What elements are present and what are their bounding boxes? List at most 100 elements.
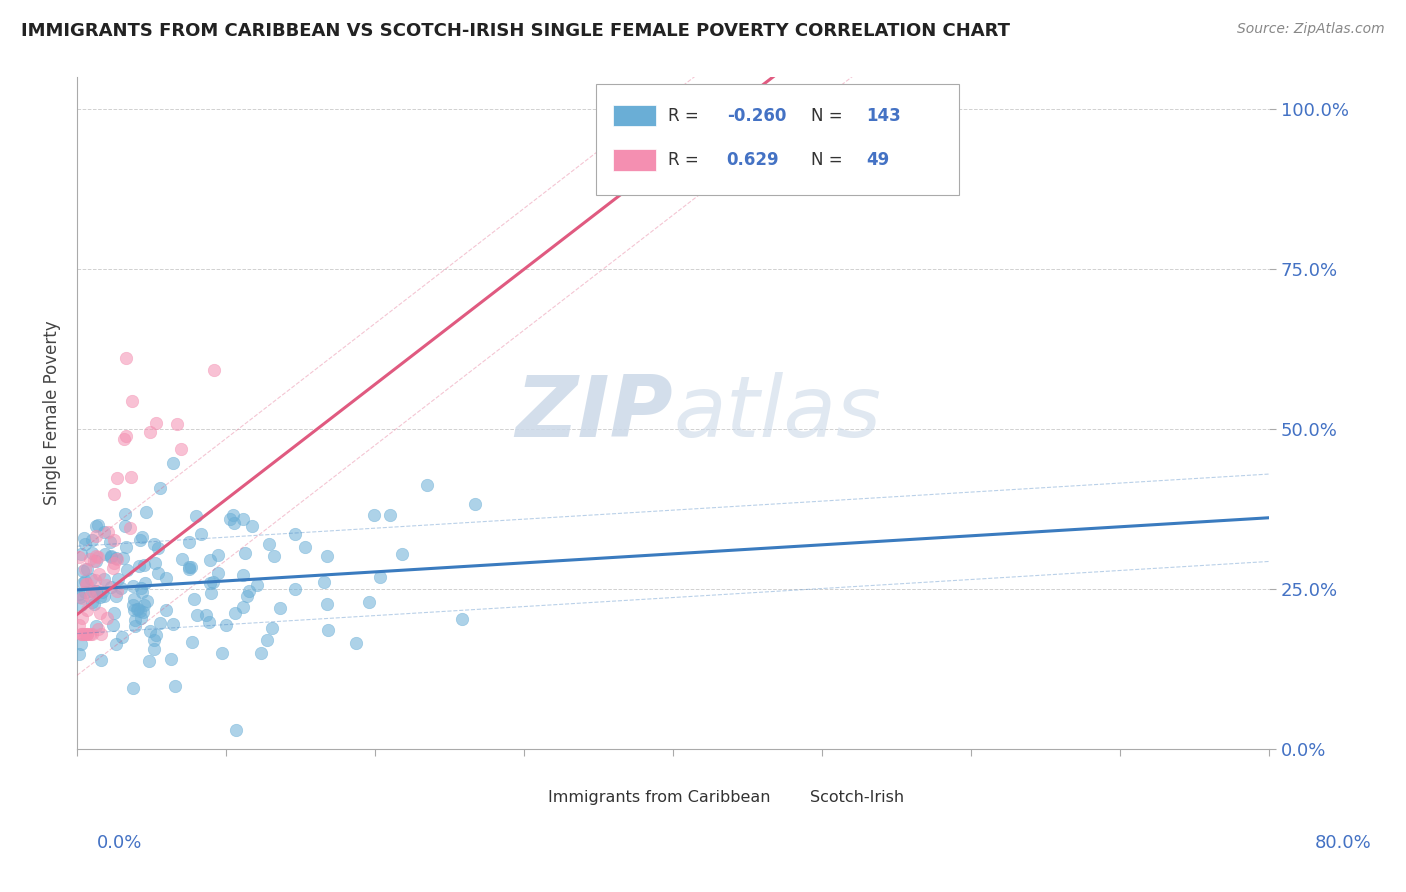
- Point: [73, 531, 96, 545]
- Point: [84, 584, 107, 599]
- Point: [82, 626, 104, 640]
- Point: [464, 497, 486, 511]
- Point: [97, 524, 120, 539]
- Point: [134, 576, 156, 591]
- Point: [184, 508, 207, 523]
- Point: [79, 590, 101, 604]
- Point: [121, 469, 143, 483]
- Point: [114, 540, 136, 554]
- Point: [114, 518, 136, 533]
- Point: [83, 553, 105, 567]
- Point: [114, 507, 136, 521]
- Text: R =: R =: [668, 151, 699, 169]
- Point: [86, 549, 108, 564]
- Point: [363, 508, 385, 523]
- Point: [91, 584, 114, 599]
- Point: [132, 598, 155, 612]
- Text: 143: 143: [866, 107, 901, 125]
- Point: [103, 487, 125, 501]
- Point: [67, 550, 90, 565]
- Point: [181, 635, 204, 649]
- Text: IMMIGRANTS FROM CARIBBEAN VS SCOTCH-IRISH SINGLE FEMALE POVERTY CORRELATION CHAR: IMMIGRANTS FROM CARIBBEAN VS SCOTCH-IRIS…: [21, 22, 1010, 40]
- Text: ZIP: ZIP: [516, 372, 673, 455]
- Point: [84, 529, 107, 543]
- Point: [225, 723, 247, 737]
- Point: [122, 592, 145, 607]
- Point: [69, 547, 91, 561]
- Point: [162, 617, 184, 632]
- Point: [163, 679, 186, 693]
- Point: [75, 577, 97, 591]
- Point: [218, 512, 240, 526]
- Text: R =: R =: [668, 107, 699, 125]
- Point: [314, 575, 336, 590]
- Point: [90, 626, 112, 640]
- Point: [89, 606, 111, 620]
- Point: [136, 593, 159, 607]
- Point: [250, 646, 273, 660]
- Point: [183, 592, 205, 607]
- Point: [67, 647, 90, 661]
- Y-axis label: Single Female Poverty: Single Female Poverty: [44, 321, 60, 506]
- Point: [80, 572, 103, 586]
- Point: [115, 563, 138, 577]
- Point: [391, 547, 413, 561]
- Point: [84, 554, 107, 568]
- Point: [80, 546, 103, 560]
- Point: [70, 591, 93, 606]
- Point: [124, 602, 146, 616]
- Point: [75, 537, 97, 551]
- Point: [201, 575, 224, 590]
- Point: [159, 651, 181, 665]
- Point: [104, 637, 127, 651]
- Point: [94, 548, 117, 562]
- Point: [107, 572, 129, 586]
- Point: [238, 584, 260, 599]
- Point: [101, 560, 124, 574]
- Point: [215, 618, 238, 632]
- Point: [121, 393, 143, 408]
- Point: [316, 623, 339, 637]
- Point: [101, 618, 124, 632]
- Point: [80, 584, 103, 599]
- Point: [69, 626, 91, 640]
- Point: [224, 516, 246, 530]
- Point: [155, 571, 177, 585]
- Point: [72, 626, 94, 640]
- Point: [84, 583, 107, 598]
- Point: [284, 582, 307, 596]
- Point: [93, 572, 115, 586]
- Point: [139, 425, 162, 439]
- Point: [104, 589, 127, 603]
- Point: [138, 654, 160, 668]
- Point: [180, 560, 202, 574]
- Point: [143, 642, 166, 657]
- Point: [83, 597, 105, 611]
- Point: [67, 587, 90, 601]
- Point: [131, 611, 153, 625]
- Point: [256, 632, 278, 647]
- Point: [87, 566, 110, 581]
- FancyBboxPatch shape: [503, 789, 541, 806]
- Point: [194, 607, 217, 622]
- Point: [198, 615, 221, 629]
- FancyBboxPatch shape: [766, 789, 804, 806]
- Point: [232, 568, 254, 582]
- Point: [368, 570, 391, 584]
- FancyBboxPatch shape: [613, 149, 657, 170]
- Point: [73, 585, 96, 599]
- Point: [155, 603, 177, 617]
- Point: [170, 442, 193, 456]
- Text: 0.0%: 0.0%: [97, 834, 142, 852]
- Text: N =: N =: [811, 107, 844, 125]
- Point: [132, 605, 155, 619]
- Point: [200, 586, 222, 600]
- Text: 0.629: 0.629: [727, 151, 779, 169]
- Point: [129, 581, 152, 595]
- Point: [83, 585, 105, 599]
- Point: [135, 505, 157, 519]
- Point: [344, 636, 367, 650]
- Point: [105, 551, 128, 566]
- Point: [96, 578, 118, 592]
- Point: [260, 621, 283, 635]
